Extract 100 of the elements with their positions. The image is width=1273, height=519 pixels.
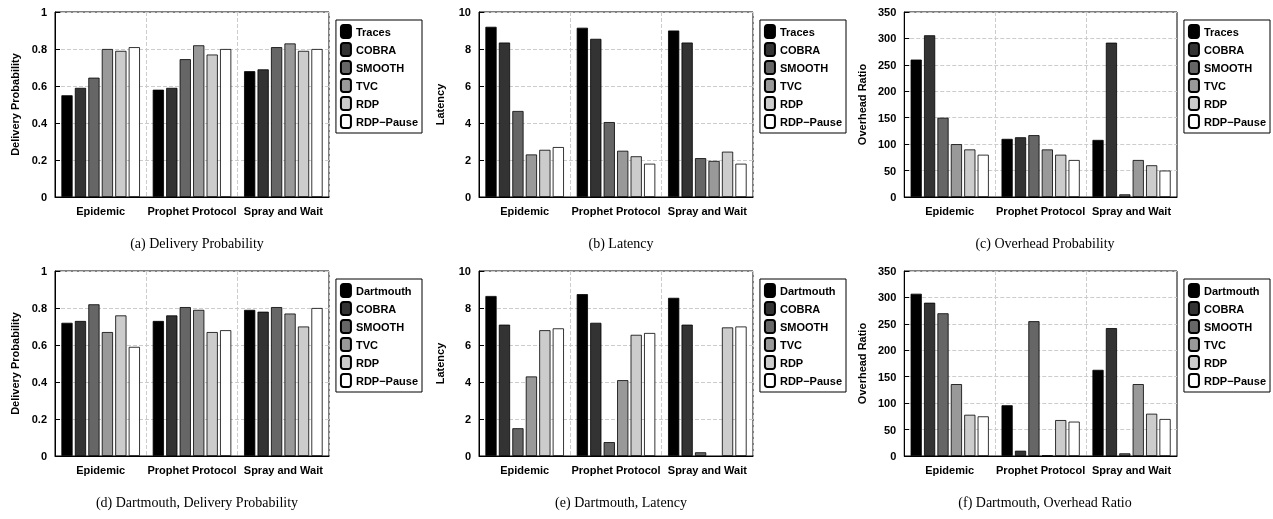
legend-label: RDP: [779, 356, 804, 369]
legend-label: RDP−Pause: [355, 115, 418, 128]
legend-label: RDP: [355, 97, 380, 110]
y-tick-label: 0.6: [31, 339, 47, 351]
y-tick-label: 4: [464, 117, 472, 129]
legend-label: TVC: [355, 79, 378, 92]
y-axis-title: Latency: [433, 341, 446, 385]
y-tick-label: 0: [40, 191, 47, 203]
x-tick-label: Epidemic: [500, 463, 550, 476]
legend-label: Traces: [1203, 25, 1239, 38]
legend-label: TVC: [1203, 338, 1226, 351]
legend-label: RDP: [1203, 97, 1228, 110]
x-tick-label: Spray and Wait: [1092, 463, 1172, 476]
y-tick-label: 8: [464, 302, 471, 314]
text: (c) Overhead Probability: [975, 235, 1115, 252]
text: (f) Dartmouth, Overhead Ratio: [958, 494, 1132, 511]
legend-label: SMOOTH: [355, 61, 405, 74]
y-axis-title: Overhead Ratio: [855, 322, 868, 405]
y-tick-label: 0.4: [31, 376, 48, 388]
legend-label: TVC: [779, 338, 802, 351]
x-tick-label: Prophet Protocol: [147, 463, 237, 476]
x-tick-label: Spray and Wait: [1092, 204, 1172, 217]
y-tick-label: 2: [464, 413, 471, 425]
legend-label: RDP−Pause: [1203, 115, 1266, 128]
legend-label: SMOOTH: [1203, 320, 1253, 333]
y-tick-label: 200: [877, 344, 897, 357]
y-tick-label: 0.6: [31, 80, 47, 92]
y-tick-label: 100: [877, 138, 897, 151]
text: (b) Latency: [588, 235, 654, 252]
y-tick-label: 350: [877, 265, 897, 277]
y-tick-label: 150: [877, 111, 897, 124]
y-tick-label: 0: [40, 450, 47, 462]
x-tick-label: Prophet Protocol: [147, 204, 237, 217]
legend-label: RDP: [779, 97, 804, 110]
y-tick-label: 300: [877, 291, 897, 304]
y-tick-label: 0.2: [31, 413, 47, 425]
x-tick-label: Epidemic: [76, 204, 126, 217]
legend-label: Traces: [355, 25, 391, 38]
y-tick-label: 300: [877, 32, 897, 45]
x-tick-label: Epidemic: [76, 463, 126, 476]
x-tick-label: Spray and Wait: [243, 463, 324, 476]
legend-label: RDP−Pause: [1203, 374, 1266, 387]
y-tick-label: 0: [890, 450, 897, 462]
legend-label: Dartmouth: [355, 284, 412, 297]
text: (d) Dartmouth, Delivery Probability: [95, 494, 299, 511]
y-tick-label: 350: [877, 6, 897, 18]
legend-label: RDP−Pause: [779, 374, 842, 387]
y-tick-label: 150: [877, 370, 897, 383]
y-tick-label: 0.8: [31, 43, 47, 55]
y-tick-label: 0.2: [31, 154, 47, 166]
y-axis-title: Delivery Probability: [9, 52, 22, 156]
legend-label: COBRA: [1203, 302, 1245, 315]
legend-label: SMOOTH: [779, 320, 829, 333]
y-tick-label: 2: [464, 154, 471, 166]
legend-label: COBRA: [1203, 43, 1245, 56]
x-tick-label: Prophet Protocol: [571, 204, 661, 217]
text: (a) Delivery Probability: [130, 235, 264, 252]
legend-label: SMOOTH: [779, 61, 829, 74]
x-tick-label: Prophet Protocol: [996, 463, 1086, 476]
y-tick-label: 10: [458, 6, 471, 18]
y-tick-label: 50: [884, 164, 897, 177]
legend-label: SMOOTH: [1203, 61, 1253, 74]
y-tick-label: 200: [877, 85, 897, 98]
legend-label: TVC: [1203, 79, 1226, 92]
y-tick-label: 0.4: [31, 117, 48, 129]
legend-label: Dartmouth: [1203, 284, 1260, 297]
legend-label: RDP: [1203, 356, 1228, 369]
legend-label: RDP−Pause: [355, 374, 418, 387]
y-tick-label: 8: [464, 43, 471, 55]
y-tick-label: 1: [40, 265, 47, 277]
legend-label: RDP−Pause: [779, 115, 842, 128]
y-tick-label: 1: [40, 6, 47, 18]
x-tick-label: Epidemic: [500, 204, 550, 217]
y-tick-label: 250: [877, 317, 897, 330]
legend-label: SMOOTH: [355, 320, 405, 333]
y-tick-label: 4: [464, 376, 472, 388]
y-tick-label: 250: [877, 58, 897, 71]
y-tick-label: 6: [464, 339, 471, 351]
y-tick-label: 6: [464, 80, 471, 92]
y-tick-label: 0: [464, 191, 471, 203]
y-axis-title: Overhead Ratio: [855, 63, 868, 146]
x-tick-label: Epidemic: [925, 204, 975, 217]
x-tick-label: Epidemic: [925, 463, 975, 476]
x-tick-label: Spray and Wait: [243, 204, 324, 217]
text: (e) Dartmouth, Latency: [555, 494, 687, 511]
legend-label: RDP: [355, 356, 380, 369]
y-tick-label: 0.8: [31, 302, 47, 314]
legend-label: TVC: [355, 338, 378, 351]
legend-label: COBRA: [779, 43, 821, 56]
legend-label: COBRA: [355, 302, 397, 315]
y-axis-title: Delivery Probability: [9, 311, 22, 415]
y-tick-label: 100: [877, 397, 897, 410]
x-tick-label: Prophet Protocol: [571, 463, 661, 476]
y-tick-label: 0: [464, 450, 471, 462]
legend-label: COBRA: [355, 43, 397, 56]
y-tick-label: 0: [890, 191, 897, 203]
legend-label: TVC: [779, 79, 802, 92]
legend-label: COBRA: [779, 302, 821, 315]
y-tick-label: 50: [884, 423, 897, 436]
x-tick-label: Spray and Wait: [667, 463, 748, 476]
